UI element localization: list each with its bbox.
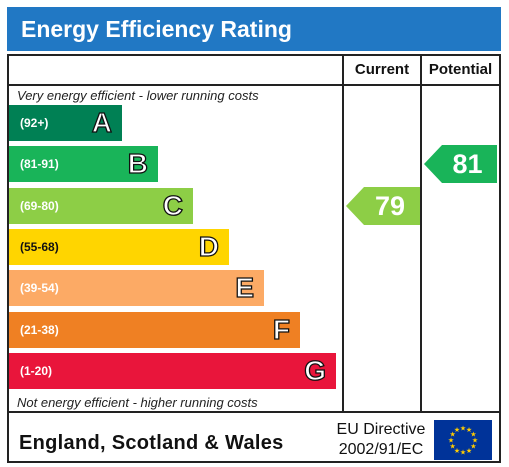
band-letter: E <box>235 271 255 303</box>
current-arrow-shape <box>346 187 420 225</box>
band-range-label: (1-20) <box>20 364 53 378</box>
current-rating-arrow: 79 <box>346 187 420 225</box>
band-a: (92+) A <box>9 105 122 141</box>
bottom-note: Not energy efficient - higher running co… <box>17 395 258 410</box>
rating-frame: Current Potential Very energy efficient … <box>7 54 501 463</box>
chart-title: Energy Efficiency Rating <box>7 7 501 51</box>
eu-star-icon: ★ <box>454 426 460 434</box>
header-rule <box>9 84 499 86</box>
band-letter: B <box>127 147 149 179</box>
potential-header: Potential <box>428 61 493 78</box>
band-letter: D <box>198 230 220 262</box>
region-label: England, Scotland & Wales <box>19 432 284 454</box>
footer-rule <box>9 411 499 413</box>
eu-star-icon: ★ <box>466 447 472 455</box>
band-letter: G <box>304 354 327 386</box>
eu-star-icon: ★ <box>460 424 466 432</box>
band-range-label: (69-80) <box>20 199 59 213</box>
potential-arrow-shape <box>424 145 497 183</box>
divider-current <box>342 56 344 413</box>
band-g: (1-20) G <box>9 353 336 389</box>
eu-star-icon: ★ <box>448 436 454 444</box>
band-range-label: (81-91) <box>20 157 59 171</box>
band-range-label: (21-38) <box>20 323 59 337</box>
band-range-label: (55-68) <box>20 240 59 254</box>
current-rating-value: 79 <box>374 191 406 221</box>
band-letter: C <box>162 189 184 221</box>
band-letter: F <box>272 313 290 345</box>
potential-rating-value: 81 <box>452 149 483 179</box>
band-letter: A <box>91 106 113 138</box>
eu-star-icon: ★ <box>460 448 466 456</box>
eu-star-icon: ★ <box>449 442 455 450</box>
current-header: Current <box>354 61 410 78</box>
eu-star-icon: ★ <box>466 426 472 434</box>
band-range-label: (39-54) <box>20 281 59 295</box>
divider-potential <box>420 56 422 413</box>
eu-directive-text: EU Directive 2002/91/EC <box>329 420 433 460</box>
eu-star-icon: ★ <box>470 430 476 438</box>
eu-directive-line2: 2002/91/EC <box>338 441 424 458</box>
eu-flag-icon: ★★★★★★★★★ ★ ★★ <box>434 420 492 460</box>
eu-star-icon: ★ <box>472 436 478 444</box>
band-b: (81-91) B <box>9 146 158 182</box>
top-note: Very energy efficient - lower running co… <box>17 88 259 103</box>
band-range-label: (92+) <box>20 116 49 130</box>
band-d: (55-68) D <box>9 229 229 265</box>
band-f: (21-38) F <box>9 312 300 348</box>
eu-star-icon: ★ <box>470 442 476 450</box>
potential-rating-arrow: 81 <box>424 145 497 183</box>
eu-star-icon: ★ <box>454 447 460 455</box>
band-e: (39-54) E <box>9 270 264 306</box>
eu-directive-line1: EU Directive <box>336 421 426 438</box>
band-c: (69-80) C <box>9 188 193 224</box>
eu-star-icon: ★ <box>449 430 455 438</box>
